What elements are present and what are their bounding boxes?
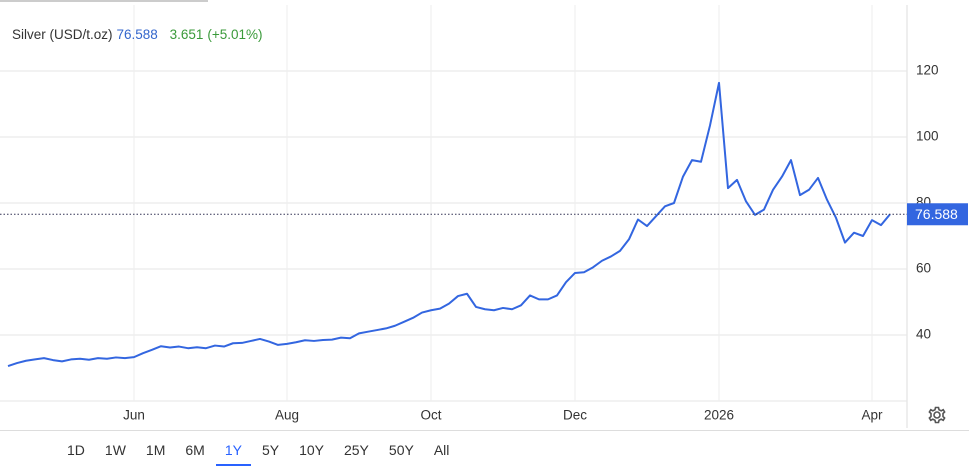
range-button[interactable]: 5Y (261, 441, 280, 458)
range-button[interactable]: 25Y (343, 441, 369, 458)
x-tick-label: Oct (420, 408, 441, 423)
range-toolbar: 1D 1W 1M 6M 1Y 5Y 10Y 25Y 50Y All (0, 430, 969, 468)
price-change-pct: (+5.01%) (207, 27, 263, 42)
settings-icon[interactable] (928, 406, 946, 424)
x-tick-label: Apr (861, 408, 883, 423)
price-change: 3.651 (169, 27, 204, 42)
range-button[interactable]: 1Y (215, 434, 251, 466)
range-button[interactable]: 10Y (299, 441, 324, 458)
x-tick-label: Jun (123, 408, 145, 423)
last-price-badge (907, 203, 968, 226)
x-tick-label: Dec (563, 408, 587, 423)
grid (0, 5, 907, 401)
range-button[interactable]: 6M (185, 441, 205, 458)
range-button[interactable]: 1W (104, 441, 126, 458)
y-tick-label: 40 (916, 327, 931, 342)
last-price-label: 76.588 (915, 206, 958, 222)
y-tick-label: 100 (916, 129, 939, 144)
instrument-name: Silver (USD/t.oz) (12, 27, 113, 42)
y-tick-label: 60 (916, 261, 931, 276)
x-tick-label: 2026 (704, 408, 734, 423)
range-button[interactable]: 1D (67, 441, 85, 458)
y-tick-label: 120 (916, 63, 939, 78)
range-button[interactable]: All (433, 441, 450, 458)
x-tick-label: Aug (275, 408, 299, 423)
range-button[interactable]: 50Y (388, 441, 414, 458)
range-button[interactable]: 1M (145, 441, 166, 458)
price-line (7, 81, 891, 367)
last-price: 76.588 (116, 27, 158, 42)
header: Silver (USD/t.oz) 76.588 3.651 (+5.01%) (12, 27, 267, 42)
